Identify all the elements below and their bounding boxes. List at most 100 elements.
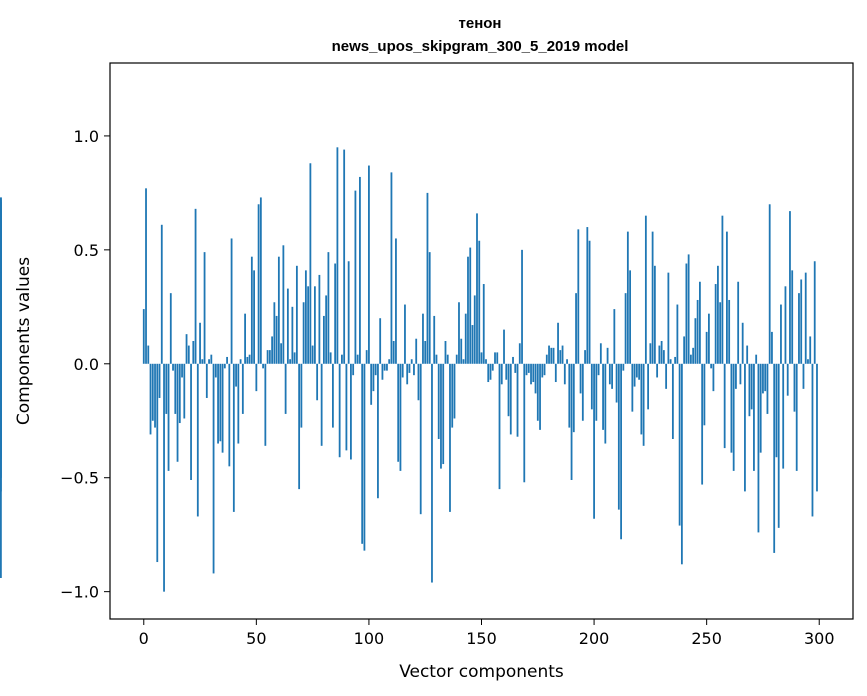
bar-204 <box>602 363 604 430</box>
bar-106 <box>381 363 384 380</box>
bar-135 <box>446 354 449 364</box>
bar-280 <box>773 363 776 553</box>
bar-36 <box>223 363 226 369</box>
bar-222 <box>642 363 645 446</box>
bar-34 <box>219 363 222 442</box>
bar-208 <box>611 363 613 389</box>
bar-46 <box>246 356 249 364</box>
bar-227 <box>653 265 656 364</box>
plot-frame <box>109 62 854 620</box>
bar-195 <box>581 363 584 421</box>
bar-164 <box>512 356 514 364</box>
bar-231 <box>662 350 665 364</box>
bar-260 <box>728 299 731 364</box>
bar-58 <box>273 302 276 364</box>
bar-105 <box>379 318 382 364</box>
bar-163 <box>509 363 512 435</box>
chart-subtitle: news_upos_skipgram_300_5_2019 model <box>332 38 629 55</box>
bar-128 <box>431 363 433 583</box>
bar-179 <box>545 354 548 364</box>
bar-190 <box>570 363 573 480</box>
bar-14 <box>174 363 177 414</box>
bar-70 <box>300 363 303 428</box>
bar-117 <box>406 363 409 385</box>
bar-271 <box>753 363 755 471</box>
bar-43 <box>239 359 242 364</box>
bar-202 <box>597 363 600 376</box>
bar-83 <box>329 352 332 364</box>
bar-42 <box>237 363 240 444</box>
bar-197 <box>586 227 589 364</box>
bar-154 <box>489 363 492 380</box>
bar-13 <box>172 363 174 371</box>
bar-124 <box>422 313 424 364</box>
bar-152 <box>485 359 487 364</box>
bar-178 <box>543 363 546 376</box>
bar-104 <box>377 363 379 499</box>
bar-119 <box>410 359 413 364</box>
y-tick-label: 1.0 <box>74 127 99 146</box>
bar-298 <box>813 261 816 364</box>
bar-296 <box>809 336 812 364</box>
bar-232 <box>665 363 668 389</box>
bar-174 <box>534 363 537 394</box>
bar-244 <box>692 347 695 364</box>
bar-268 <box>746 345 749 364</box>
bar-126 <box>426 192 429 364</box>
bar-216 <box>629 270 631 364</box>
bar-96 <box>359 176 361 364</box>
bar-212 <box>620 363 622 540</box>
bar-243 <box>689 354 692 364</box>
bar-299 <box>816 363 818 492</box>
bar-26 <box>201 359 204 364</box>
bar-287 <box>789 211 791 364</box>
bar-245 <box>694 318 697 364</box>
bar-206 <box>606 347 609 364</box>
bar-107 <box>383 363 386 371</box>
bar-169 <box>523 363 526 483</box>
bar-285 <box>784 286 787 364</box>
bar-62 <box>282 245 285 364</box>
bar-144 <box>467 256 469 364</box>
bar-22 <box>192 341 195 364</box>
bar-215 <box>626 231 629 364</box>
bar-233 <box>667 272 670 364</box>
bar-76 <box>313 286 316 364</box>
bar-73 <box>307 286 310 364</box>
bar-122 <box>417 363 420 401</box>
bar-170 <box>525 363 528 376</box>
bar-269 <box>748 363 751 417</box>
x-tick-label: 200 <box>579 629 610 648</box>
bar-175 <box>536 363 539 421</box>
bar-20 <box>187 345 190 364</box>
bar-259 <box>726 231 728 364</box>
bar-270 <box>750 363 753 410</box>
bar-191 <box>572 363 575 433</box>
bar-229 <box>658 345 661 364</box>
bar-64 <box>286 288 289 364</box>
y-axis-ticks: −1.0 −0.5 0.0 0.5 1.0 <box>60 127 110 602</box>
bar-92 <box>350 363 352 460</box>
bar-85 <box>334 263 337 364</box>
bar-267 <box>744 363 746 492</box>
bar-12 <box>169 293 172 364</box>
bar-55 <box>266 350 269 364</box>
bar-236 <box>674 356 677 364</box>
bar-264 <box>737 281 740 364</box>
bar-262 <box>732 363 735 471</box>
bar-91 <box>347 261 350 364</box>
bar-183 <box>554 363 557 383</box>
bar-32 <box>214 363 217 378</box>
bar-120 <box>413 363 415 376</box>
bar-158 <box>498 363 501 490</box>
bar-56 <box>268 350 271 364</box>
bar-82 <box>327 252 330 364</box>
bar-38 <box>228 363 231 467</box>
bar-undefined <box>0 363 2 478</box>
bar-31 <box>212 363 215 574</box>
bar-69 <box>298 363 301 490</box>
bar-90 <box>345 363 348 451</box>
bar-49 <box>253 270 255 364</box>
bar-61 <box>280 343 283 364</box>
